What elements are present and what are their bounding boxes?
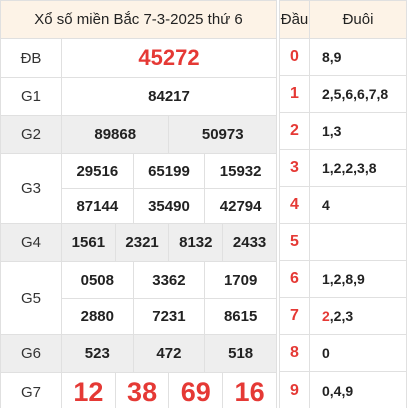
prize-label-db: ĐB [0, 38, 62, 78]
head-digit: 9 [279, 371, 310, 408]
results-title: Xổ số miền Bắc 7-3-2025 thứ 6 [0, 0, 277, 39]
prize-label-g5: G5 [0, 261, 62, 335]
prize-value-g3: 65199 [132, 153, 206, 189]
tail-digits: 4 [309, 186, 407, 224]
prize-value-g6: 523 [61, 334, 134, 373]
head-tail-row: 5 [279, 223, 407, 261]
tail-digits: 0,4,9 [309, 371, 407, 408]
prize-value-g4: 2321 [114, 223, 170, 262]
head-tail-row: 9 0,4,9 [279, 371, 407, 408]
head-tail-row: 0 8,9 [279, 38, 407, 76]
prize-value-special: 45272 [61, 38, 277, 78]
prize-label-g4: G4 [0, 223, 62, 262]
prize-value-g4: 2433 [222, 223, 277, 262]
head-column-title: Đầu [279, 0, 310, 39]
prize-value-g6: 472 [132, 334, 206, 373]
prize-value-g7: 16 [222, 372, 277, 408]
prize-row-g2: G2 89868 50973 [0, 115, 277, 154]
tail-digits: 2,5,6,6,7,8 [309, 75, 407, 113]
head-digit: 0 [279, 38, 310, 76]
head-tail-row: 8 0 [279, 334, 407, 372]
prize-label-g6: G6 [0, 334, 62, 373]
prize-label-g3: G3 [0, 153, 62, 224]
head-digit: 6 [279, 260, 310, 298]
tail-digits: 2,2,3 [309, 297, 407, 335]
head-tail-row: 1 2,5,6,6,7,8 [279, 75, 407, 113]
prize-value-g5: 0508 [61, 261, 134, 299]
prize-row-db: ĐB 45272 [0, 38, 277, 78]
head-tail-row: 2 1,3 [279, 112, 407, 150]
prize-row-g4: G4 1561 2321 8132 2433 [0, 223, 277, 262]
tail-digits: 0 [309, 334, 407, 372]
prize-value-g2: 89868 [60, 115, 170, 154]
prize-value-g7: 12 [61, 372, 116, 408]
prize-label-g1: G1 [0, 77, 62, 116]
head-digit: 7 [279, 297, 310, 335]
tail-digits: 1,2,2,3,8 [309, 149, 407, 187]
results-table: Xổ số miền Bắc 7-3-2025 thứ 6 ĐB 45272 G… [0, 0, 277, 408]
prize-value-g2: 50973 [168, 115, 277, 154]
prize-value-g5: 2880 [61, 298, 134, 335]
tail-digits: 1,2,8,9 [309, 260, 407, 298]
prize-value-g5: 8615 [204, 298, 277, 335]
prize-label-g7: G7 [0, 372, 62, 408]
prize-value-g4: 1561 [61, 223, 116, 262]
prize-value-g5: 3362 [132, 261, 206, 299]
prize-value-g6: 518 [204, 334, 277, 373]
results-title-row: Xổ số miền Bắc 7-3-2025 thứ 6 [0, 0, 277, 39]
prize-row-g1: G1 84217 [0, 77, 277, 116]
tail-digits: 8,9 [309, 38, 407, 76]
head-tail-row: 3 1,2,2,3,8 [279, 149, 407, 187]
prize-value-g5: 1709 [204, 261, 277, 299]
prize-value-g7: 38 [114, 372, 170, 408]
tail-digit-highlight: 2 [322, 308, 330, 324]
head-digit: 2 [279, 112, 310, 150]
head-tail-row: 6 1,2,8,9 [279, 260, 407, 298]
prize-value-g1: 84217 [61, 77, 277, 116]
head-tail-header: Đầu Đuôi [279, 0, 407, 39]
head-digit: 4 [279, 186, 310, 224]
tail-digits: 1,3 [309, 112, 407, 150]
tail-digits [309, 223, 407, 261]
prize-row-g6: G6 523 472 518 [0, 334, 277, 373]
prize-value-g4: 8132 [168, 223, 224, 262]
head-tail-table: Đầu Đuôi 0 8,9 1 2,5,6,6,7,8 2 1,3 3 1,2… [279, 0, 407, 408]
prize-row-g3-b: 87144 35490 42794 [1, 188, 277, 224]
tail-digits-rest: ,2,3 [329, 308, 354, 324]
prize-row-g7: G7 12 38 69 16 [0, 372, 277, 408]
head-tail-row: 4 4 [279, 186, 407, 224]
prize-value-g7: 69 [168, 372, 224, 408]
head-tail-row: 7 2,2,3 [279, 297, 407, 335]
prize-label-g2: G2 [0, 115, 62, 154]
prize-row-g3: G3 29516 65199 15932 [0, 153, 277, 224]
prize-value-g3: 35490 [132, 188, 206, 224]
prize-value-g3: 29516 [61, 153, 134, 189]
prize-value-g3: 15932 [204, 153, 277, 189]
prize-value-g3: 42794 [204, 188, 277, 224]
head-digit: 8 [279, 334, 310, 372]
tail-column-title: Đuôi [309, 0, 407, 39]
prize-value-g5: 7231 [132, 298, 206, 335]
prize-row-g5: G5 0508 3362 1709 [0, 261, 277, 335]
prize-value-g3: 87144 [61, 188, 134, 224]
head-digit: 5 [279, 223, 310, 261]
prize-row-g5-b: 2880 7231 8615 [1, 298, 277, 335]
head-digit: 1 [279, 75, 310, 113]
head-digit: 3 [279, 149, 310, 187]
